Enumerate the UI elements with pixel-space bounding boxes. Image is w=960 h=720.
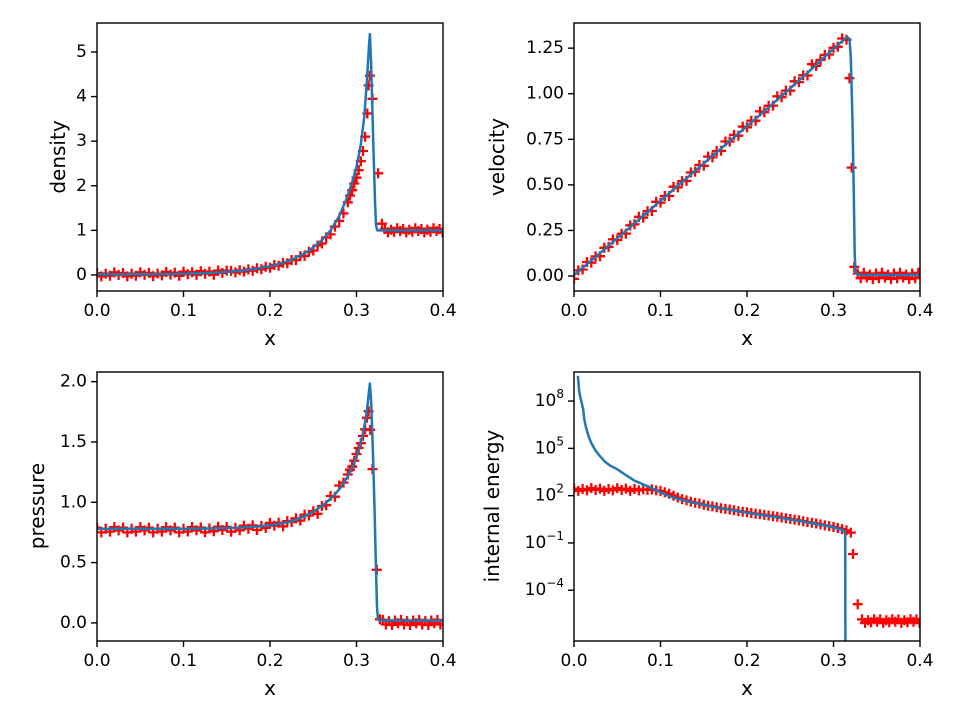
x-tick-label: 0.2 xyxy=(256,651,283,671)
y-tick-label: 0.75 xyxy=(526,129,564,149)
y-tick-label: 2.0 xyxy=(60,372,87,392)
y-tick-label: 108 xyxy=(535,387,564,411)
x-tick-label: 0.4 xyxy=(429,651,456,671)
x-tick-label: 0.1 xyxy=(170,301,197,321)
x-tick-label: 0.2 xyxy=(733,651,760,671)
x-tick-label: 0.4 xyxy=(906,651,933,671)
y-tick-label: 2 xyxy=(76,176,87,196)
density-axes-frame xyxy=(96,22,444,292)
x-tick-label: 0.0 xyxy=(83,651,110,671)
x-tick-label: 0.1 xyxy=(647,651,674,671)
x-tick-label: 0.2 xyxy=(256,301,283,321)
y-tick-label: 1.5 xyxy=(60,432,87,452)
y-tick-label: 105 xyxy=(535,434,564,458)
x-tick-label: 0.3 xyxy=(820,651,847,671)
x-tick-label: 0.0 xyxy=(83,301,110,321)
x-tick-label: 0.1 xyxy=(647,301,674,321)
y-tick-label: 1.0 xyxy=(60,492,87,512)
pressure-exact-line xyxy=(97,382,443,622)
subplot-velocity: 0.0 0.1 0.2 0.3 0.4 0.00 0.25 0.50 0.75 1.00 1.25 xyxy=(526,22,934,321)
y-tick-label: 10−1 xyxy=(525,529,564,553)
internal-energy-axes-frame xyxy=(573,371,921,642)
x-tick-label: 0.3 xyxy=(343,651,370,671)
subplot-density: 0.0 0.1 0.2 0.3 0.4 0 1 2 3 4 5 xyxy=(76,22,457,321)
velocity-simulation-markers xyxy=(574,33,920,284)
y-tick-label: 0.0 xyxy=(60,613,87,633)
y-tick-label: 10−4 xyxy=(525,576,564,600)
velocity-axes-frame xyxy=(573,22,921,292)
y-tick-label: 1.00 xyxy=(526,84,564,104)
y-tick-label: 0.5 xyxy=(60,553,87,573)
x-tick-label: 0.1 xyxy=(170,651,197,671)
x-tick-label: 0.0 xyxy=(560,651,587,671)
x-tick-label: 0.4 xyxy=(429,301,456,321)
pressure-simulation-markers xyxy=(97,406,443,630)
pressure-axes-frame xyxy=(96,371,444,642)
y-tick-label: 0.50 xyxy=(526,175,564,195)
x-tick-label: 0.2 xyxy=(733,301,760,321)
subplot-pressure: 0.0 0.1 0.2 0.3 0.4 0.0 0.5 1.0 1.5 2.0 xyxy=(60,371,457,671)
x-tick-label: 0.4 xyxy=(906,301,933,321)
y-tick-label: 0.00 xyxy=(526,266,564,286)
internal-energy-exact-line xyxy=(576,375,847,641)
x-tick-label: 0.0 xyxy=(560,301,587,321)
y-tick-label: 1.25 xyxy=(526,38,564,58)
y-tick-label: 3 xyxy=(76,131,87,151)
y-tick-label: 5 xyxy=(76,42,87,62)
velocity-exact-line xyxy=(574,35,920,277)
y-tick-label: 4 xyxy=(76,87,87,107)
y-tick-label: 0 xyxy=(76,265,87,285)
density-simulation-markers xyxy=(97,70,443,282)
internal-energy-simulation-markers xyxy=(574,483,920,628)
density-exact-line xyxy=(97,32,443,276)
x-tick-label: 0.3 xyxy=(820,301,847,321)
subplot-internal-energy: 0.0 0.1 0.2 0.3 0.4 108 105 102 10−1 10−4 xyxy=(525,371,934,671)
y-tick-label: 1 xyxy=(76,220,87,240)
y-tick-label: 102 xyxy=(535,482,564,506)
y-tick-label: 0.25 xyxy=(526,220,564,240)
x-tick-label: 0.3 xyxy=(343,301,370,321)
